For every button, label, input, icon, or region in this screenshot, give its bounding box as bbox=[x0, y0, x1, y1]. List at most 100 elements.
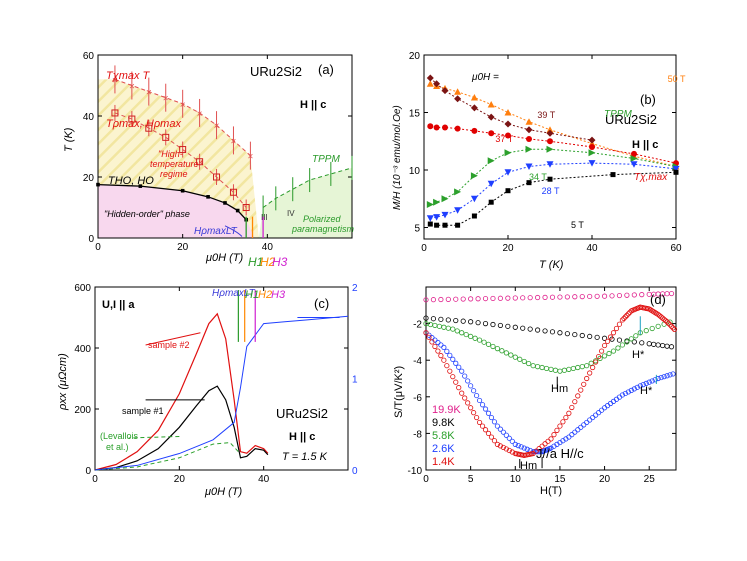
region-hidden-order bbox=[98, 184, 255, 238]
y-tick-label: 0 bbox=[85, 466, 91, 477]
point bbox=[479, 423, 486, 429]
point bbox=[508, 352, 514, 358]
y-tick-label: 5 bbox=[414, 224, 420, 235]
point bbox=[655, 342, 661, 348]
point-tchimax: × bbox=[231, 136, 237, 147]
annotation-hm-lower: Hm bbox=[520, 460, 537, 472]
point bbox=[494, 441, 501, 447]
point bbox=[459, 330, 465, 336]
x-tick-label: 40 bbox=[586, 243, 598, 254]
point bbox=[552, 367, 559, 373]
y-tick-label: 0 bbox=[88, 234, 94, 245]
plot-frame bbox=[425, 286, 677, 471]
point bbox=[578, 424, 584, 430]
point bbox=[454, 207, 462, 214]
point bbox=[460, 318, 466, 324]
point bbox=[471, 213, 477, 219]
panel-label: (c) bbox=[314, 296, 329, 311]
point bbox=[661, 374, 667, 380]
point bbox=[426, 201, 434, 208]
point bbox=[488, 414, 495, 421]
point-tchimax: × bbox=[112, 75, 118, 86]
point bbox=[491, 419, 498, 425]
series-label: 39 T bbox=[537, 110, 555, 120]
series-line bbox=[430, 148, 677, 205]
point bbox=[456, 364, 462, 370]
data-series bbox=[423, 290, 678, 469]
point bbox=[624, 339, 630, 345]
point bbox=[453, 317, 459, 324]
point bbox=[525, 163, 533, 171]
point bbox=[427, 221, 433, 227]
point bbox=[530, 363, 536, 369]
point bbox=[444, 363, 450, 369]
point bbox=[441, 324, 447, 330]
point bbox=[453, 379, 459, 385]
point bbox=[503, 432, 509, 438]
legend: 19.9K9.8K5.8K2.6K1.4K bbox=[432, 404, 461, 468]
x-tick-label: 10 bbox=[510, 474, 522, 485]
point bbox=[470, 172, 478, 180]
point bbox=[624, 312, 630, 318]
x-tick-label: 0 bbox=[421, 243, 427, 254]
point bbox=[546, 126, 554, 133]
point bbox=[589, 144, 595, 150]
annotation-h3: H3 bbox=[271, 289, 286, 301]
series-levallois bbox=[94, 442, 239, 471]
annotation-tchimax: Tχmax T bbox=[106, 70, 151, 82]
point bbox=[436, 323, 442, 329]
point bbox=[639, 340, 645, 346]
point bbox=[504, 120, 512, 128]
x-tick-label: 20 bbox=[177, 242, 189, 253]
series-labels: 50 T 39 T 37 T 34 T 28 T 5 T bbox=[495, 74, 686, 230]
point bbox=[429, 339, 435, 345]
series-line bbox=[94, 385, 269, 471]
point bbox=[500, 444, 506, 451]
point-tho bbox=[138, 184, 143, 188]
point bbox=[569, 404, 575, 411]
y-axis-label: ρxx (μΩcm) bbox=[57, 353, 69, 411]
point-tchimax: × bbox=[214, 121, 220, 132]
point bbox=[616, 292, 623, 299]
point-tchimax: × bbox=[197, 109, 203, 120]
panel-a: 0 20 40 0 20 40 60 × × × × × × × × × (a) URu2Si2 H || … bbox=[63, 51, 355, 269]
point bbox=[438, 296, 444, 303]
hlt-arrow bbox=[224, 225, 243, 237]
point bbox=[438, 342, 444, 348]
point bbox=[664, 319, 670, 325]
point bbox=[607, 334, 614, 340]
series-label: 50 T bbox=[668, 74, 686, 84]
y-axis-label: T (K) bbox=[63, 127, 75, 152]
legend-entry: 2.6K bbox=[432, 443, 455, 455]
annotation-trhomax: Tρmax, Hρmax bbox=[106, 118, 181, 130]
point bbox=[579, 364, 585, 370]
point bbox=[651, 341, 657, 347]
point bbox=[546, 145, 554, 153]
point bbox=[587, 417, 593, 423]
point bbox=[606, 350, 612, 357]
point bbox=[494, 423, 501, 429]
point bbox=[584, 363, 590, 369]
point bbox=[616, 337, 623, 343]
x-tick-label: 60 bbox=[670, 243, 682, 254]
point bbox=[546, 161, 554, 168]
point bbox=[631, 386, 637, 392]
point bbox=[454, 88, 462, 95]
axis-ticks: 0 5 10 15 20 25 -10 -8 -6 -4 -2 bbox=[408, 287, 676, 485]
annotation-high1: "High- bbox=[158, 149, 183, 159]
point bbox=[447, 368, 453, 374]
x-tick-label: 40 bbox=[262, 242, 274, 253]
point bbox=[479, 402, 486, 408]
point bbox=[548, 436, 554, 442]
y-tick-label: 15 bbox=[409, 109, 421, 120]
point bbox=[649, 325, 655, 332]
point bbox=[454, 125, 461, 132]
point bbox=[526, 360, 532, 367]
point bbox=[587, 293, 593, 300]
y-tick-label: 200 bbox=[74, 405, 91, 416]
point bbox=[506, 435, 512, 441]
point bbox=[444, 348, 450, 354]
point bbox=[655, 323, 661, 329]
point bbox=[572, 399, 578, 405]
